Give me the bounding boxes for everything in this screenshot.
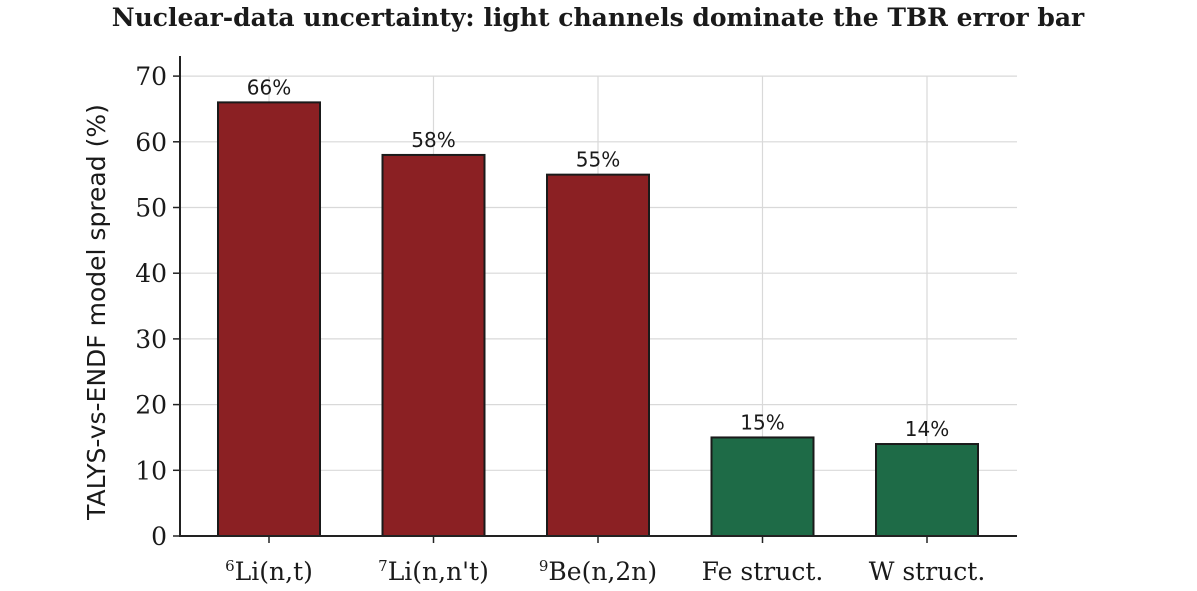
- bars: [217, 101, 979, 538]
- x-tick-label-superscript: 7: [378, 557, 388, 575]
- x-tick-label: W struct.: [869, 557, 986, 586]
- x-tick-label: Fe struct.: [702, 557, 824, 586]
- data-label: 66%: [247, 75, 291, 99]
- bar: [875, 443, 979, 537]
- bar: [381, 153, 486, 537]
- y-tick-label: 10: [135, 456, 167, 485]
- y-tick-label: 60: [135, 128, 167, 157]
- data-label: 15%: [740, 410, 784, 434]
- x-tick-label-superscript: 6: [225, 557, 235, 575]
- x-tick-label-text: Li(n,t): [235, 557, 313, 586]
- data-label: 14%: [905, 417, 949, 441]
- x-tick-label-text: W struct.: [869, 557, 986, 586]
- data-label: 55%: [576, 148, 620, 172]
- y-tick-label: 50: [135, 194, 167, 223]
- axes: [173, 56, 1017, 543]
- y-tick-label: 0: [151, 522, 167, 551]
- bar: [710, 436, 815, 538]
- x-tick-label-text: Be(n,2n): [548, 557, 657, 586]
- bar: [217, 101, 321, 537]
- y-tick-label: 40: [135, 259, 167, 288]
- y-tick-label: 30: [135, 325, 167, 354]
- x-tick-label: 7Li(n,n't): [378, 557, 489, 586]
- x-tick-label-text: Li(n,n't): [388, 557, 489, 586]
- data-label: 58%: [411, 128, 455, 152]
- bar: [546, 173, 650, 537]
- y-axis-label: TALYS-vs-ENDF model spread (%): [82, 104, 111, 521]
- x-tick-label: 6Li(n,t): [225, 557, 313, 586]
- x-tick-label-superscript: 9: [539, 557, 549, 575]
- y-tick-label: 70: [135, 62, 167, 91]
- y-tick-label: 20: [135, 391, 167, 420]
- labels: 0 10 20 30 40 50 60 70 66% 6Li(n,t) 58% 7Li(n,n't) 5…: [135, 62, 985, 586]
- x-tick-label: 9Be(n,2n): [539, 557, 657, 586]
- x-tick-label-text: Fe struct.: [702, 557, 824, 586]
- chart-title: Nuclear-data uncertainty: light channels…: [112, 3, 1085, 32]
